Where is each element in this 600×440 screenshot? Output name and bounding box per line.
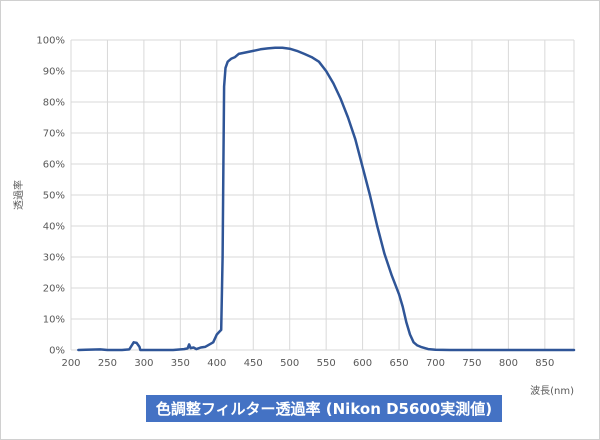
x-tick-label: 450 (244, 358, 263, 369)
x-axis-title: 波長(nm) (530, 384, 574, 397)
x-tick-label: 350 (171, 358, 190, 369)
x-tick-label: 200 (61, 358, 80, 369)
y-tick-label: 100% (36, 36, 65, 47)
gridlines (70, 39, 575, 351)
caption-text: 色調整フィルター透過率 (Nikon D5600実測値) (155, 400, 493, 418)
x-tick-label: 700 (426, 358, 445, 369)
x-tick-label: 300 (134, 358, 153, 369)
y-tick-label: 60% (43, 160, 65, 171)
y-axis-title: 透過率 (12, 180, 25, 210)
x-tick-label: 650 (389, 358, 408, 369)
x-tick-label: 500 (280, 358, 299, 369)
series-layer (77, 46, 576, 352)
y-tick-label: 90% (43, 67, 65, 78)
y-tick-label: 10% (43, 315, 65, 326)
y-tick-label: 70% (43, 129, 65, 140)
x-tick-label: 400 (207, 358, 226, 369)
x-tick-label: 550 (317, 358, 336, 369)
x-tick-label: 750 (462, 358, 481, 369)
x-tick-label: 800 (499, 358, 518, 369)
x-tick-label: 850 (535, 358, 554, 369)
y-tick-label: 20% (43, 284, 65, 295)
x-tick-label: 250 (98, 358, 117, 369)
y-tick-label: 0% (49, 346, 65, 357)
y-tick-label: 80% (43, 98, 65, 109)
series-line (77, 46, 576, 352)
x-tick-label: 600 (353, 358, 372, 369)
y-tick-label: 30% (43, 253, 65, 264)
y-tick-labels: 0% 10% 20% 30% 40% 50% 60% 70% 80% 90% 100% (36, 36, 65, 357)
x-tick-labels: 200 250 300 350 400 450 500 550 600 650 700 750 800 8… (61, 358, 554, 369)
caption-box: 色調整フィルター透過率 (Nikon D5600実測値) (146, 395, 502, 422)
y-tick-label: 50% (43, 191, 65, 202)
y-tick-label: 40% (43, 222, 65, 233)
